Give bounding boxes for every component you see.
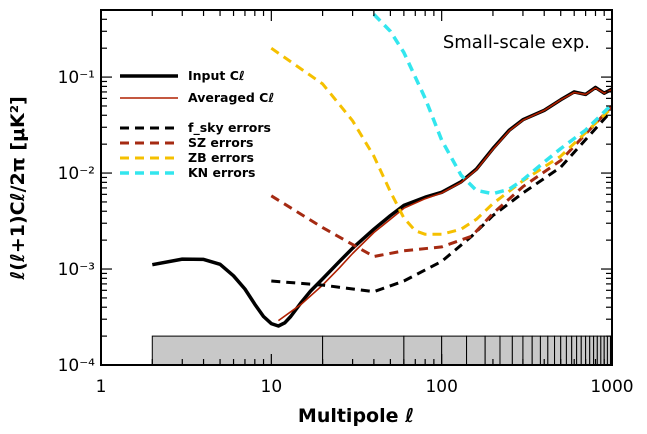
- series-line-3: [270, 104, 614, 258]
- bin-cell: [576, 335, 582, 366]
- legend-label-4: ZB errors: [188, 150, 254, 165]
- legend-label-5: KN errors: [188, 165, 256, 180]
- series-line-1: [277, 87, 613, 322]
- x-tick-label: 10: [261, 377, 283, 397]
- x-axis-label: Multipole ℓ: [298, 405, 414, 427]
- legend-label-3: SZ errors: [188, 135, 253, 150]
- bin-cell: [580, 335, 587, 366]
- series-line-5: [372, 13, 614, 196]
- legend-label-2: f_sky errors: [188, 120, 271, 136]
- annotation-text: Small-scale exp.: [443, 32, 590, 53]
- bin-band: [151, 335, 613, 366]
- y-tick-label: 10⁻²: [58, 164, 95, 184]
- bin-cell: [565, 335, 573, 366]
- bin-cell: [511, 335, 524, 366]
- series-line-4: [270, 46, 614, 236]
- series-layer: [151, 13, 614, 328]
- bin-cell: [596, 335, 602, 366]
- x-tick-label: 100: [425, 377, 457, 397]
- bin-cell: [547, 335, 556, 366]
- bin-cell: [560, 335, 567, 366]
- legend-label-1: Averaged Cℓ: [188, 90, 274, 105]
- bin-cell: [554, 335, 562, 366]
- x-tick-label: 1: [96, 377, 107, 397]
- y-tick-label: 10⁻³: [58, 260, 95, 280]
- y-tick-label: 10⁻⁴: [58, 356, 96, 376]
- legend-label-0: Input Cℓ: [188, 68, 245, 83]
- y-axis-label: ℓ(ℓ+1)Cℓ/2π [μK²]: [7, 96, 29, 281]
- tick-labels: 1 10 100 1000 10⁻⁴ 10⁻³ 10⁻² 10⁻¹: [58, 68, 634, 397]
- plot-frame: [100, 9, 613, 366]
- bin-cell: [466, 335, 486, 366]
- bin-cell: [531, 335, 541, 366]
- bin-cell: [441, 335, 468, 366]
- bin-cell: [522, 335, 533, 366]
- y-tick-label: 10⁻¹: [58, 68, 95, 88]
- bin-cell: [499, 335, 513, 366]
- bin-cell: [585, 335, 591, 366]
- series-line-2: [271, 109, 614, 294]
- bin-cell: [403, 335, 443, 366]
- bin-cell: [589, 335, 595, 366]
- x-tick-label: 1000: [590, 377, 633, 397]
- bin-cell: [151, 335, 324, 366]
- bin-cell: [322, 335, 405, 366]
- ticks: [100, 9, 612, 366]
